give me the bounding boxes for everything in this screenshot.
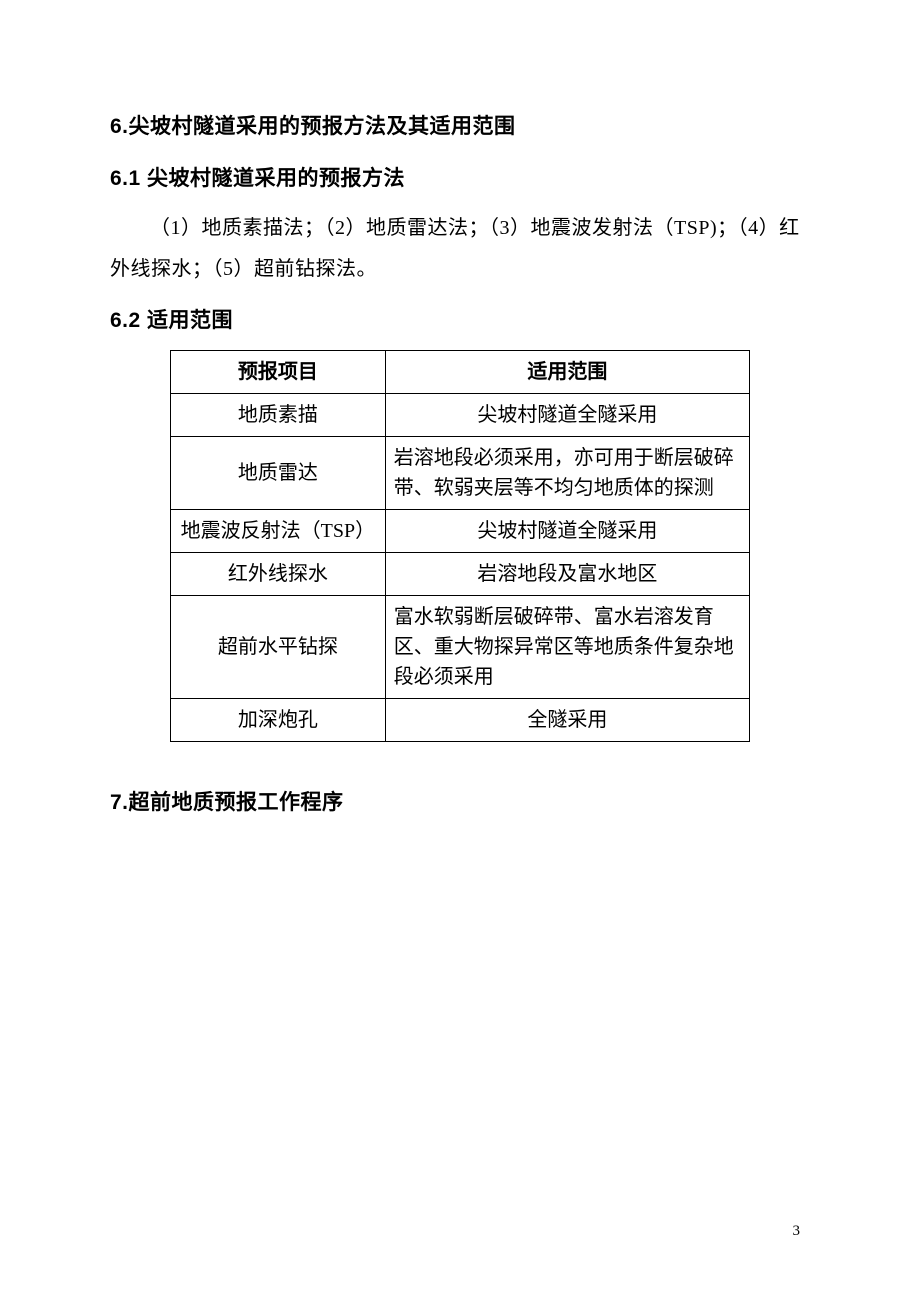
table-row: 加深炮孔 全隧采用 (171, 699, 750, 742)
table-header-item: 预报项目 (171, 351, 386, 394)
table-cell-item: 红外线探水 (171, 553, 386, 596)
table-cell-scope: 尖坡村隧道全隧采用 (385, 394, 749, 437)
table-cell-item: 地质素描 (171, 394, 386, 437)
section-6-heading: 6.尖坡村隧道采用的预报方法及其适用范围 (110, 110, 810, 140)
table-row: 超前水平钻探 富水软弱断层破碎带、富水岩溶发育区、重大物探异常区等地质条件复杂地… (171, 596, 750, 699)
table-cell-scope: 尖坡村隧道全隧采用 (385, 510, 749, 553)
section-6-2-heading: 6.2 适用范围 (110, 304, 810, 334)
document-page: 6.尖坡村隧道采用的预报方法及其适用范围 6.1 尖坡村隧道采用的预报方法 （1… (0, 0, 920, 816)
section-6-1-body: （1）地质素描法；（2）地质雷达法；（3）地震波发射法（TSP)；（4）红外线探… (110, 208, 810, 290)
table-cell-item: 地质雷达 (171, 437, 386, 510)
scope-table-wrap: 预报项目 适用范围 地质素描 尖坡村隧道全隧采用 地质雷达 岩溶地段必须采用，亦… (110, 350, 810, 742)
table-header-row: 预报项目 适用范围 (171, 351, 750, 394)
table-cell-scope: 富水软弱断层破碎带、富水岩溶发育区、重大物探异常区等地质条件复杂地段必须采用 (385, 596, 749, 699)
table-row: 地质雷达 岩溶地段必须采用，亦可用于断层破碎带、软弱夹层等不均匀地质体的探测 (171, 437, 750, 510)
table-cell-scope: 全隧采用 (385, 699, 749, 742)
scope-table: 预报项目 适用范围 地质素描 尖坡村隧道全隧采用 地质雷达 岩溶地段必须采用，亦… (170, 350, 750, 742)
table-cell-scope: 岩溶地段及富水地区 (385, 553, 749, 596)
table-row: 红外线探水 岩溶地段及富水地区 (171, 553, 750, 596)
table-header-scope: 适用范围 (385, 351, 749, 394)
table-cell-scope: 岩溶地段必须采用，亦可用于断层破碎带、软弱夹层等不均匀地质体的探测 (385, 437, 749, 510)
table-cell-item: 超前水平钻探 (171, 596, 386, 699)
section-7-heading: 7.超前地质预报工作程序 (110, 786, 810, 816)
page-number: 3 (793, 1223, 801, 1240)
section-6-1-heading: 6.1 尖坡村隧道采用的预报方法 (110, 162, 810, 192)
table-cell-item: 地震波反射法（TSP） (171, 510, 386, 553)
table-row: 地震波反射法（TSP） 尖坡村隧道全隧采用 (171, 510, 750, 553)
table-cell-item: 加深炮孔 (171, 699, 386, 742)
table-row: 地质素描 尖坡村隧道全隧采用 (171, 394, 750, 437)
